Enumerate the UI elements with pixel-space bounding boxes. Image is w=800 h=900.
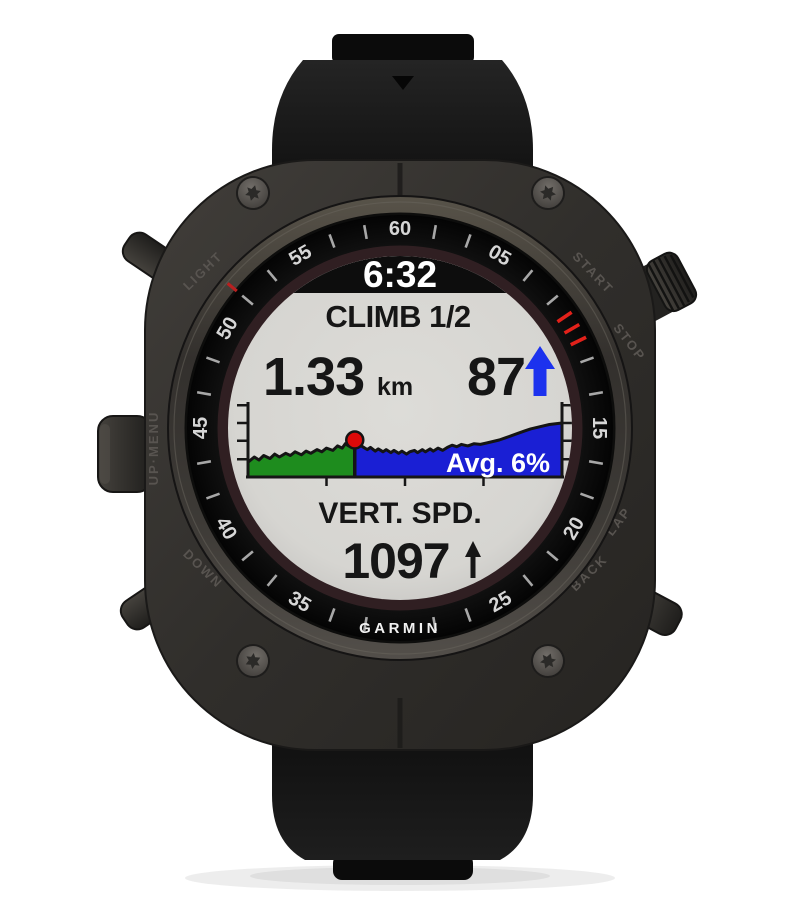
bezel-number-45: 45	[190, 417, 212, 439]
vert-speed-value: 1097	[342, 533, 449, 589]
watch-display[interactable]	[228, 256, 572, 600]
distance-unit: km	[377, 373, 413, 401]
torx-screw	[236, 644, 270, 678]
vert-speed-up-arrow-icon	[465, 541, 481, 578]
current-position-marker	[345, 430, 365, 450]
start-stop-button[interactable]	[622, 249, 700, 326]
vert-speed-label: VERT. SPD.	[318, 497, 481, 530]
crown-knurling	[647, 254, 695, 312]
bezel-red-stripes	[556, 310, 587, 347]
chart-profile-outline	[247, 421, 563, 464]
torx-screw	[236, 176, 270, 210]
solar-ring	[217, 245, 583, 611]
chart-axes	[237, 402, 572, 486]
bezel-number-15: 15	[588, 417, 610, 439]
bezel-number-60: 60	[389, 218, 411, 240]
garmin-logo: GARMIN	[359, 620, 441, 637]
ascent-remaining-value: 87	[467, 347, 525, 407]
up-menu-button[interactable]	[97, 415, 153, 493]
torx-screw	[531, 176, 565, 210]
time: 6:32	[363, 254, 437, 295]
bezel-ticks	[196, 224, 604, 632]
distance-value: 1.33	[263, 347, 364, 407]
strap-notch	[392, 76, 414, 90]
climb-profile-chart: Avg. 6%	[237, 402, 572, 486]
avg-grade-label: Avg. 6%	[446, 448, 550, 478]
lap-red-accent	[226, 282, 238, 293]
ascent-up-arrow-icon	[525, 346, 555, 396]
time-banner	[293, 256, 507, 293]
lug-screws	[236, 176, 565, 678]
engraving-up-menu: UP·MENU	[146, 411, 161, 486]
torx-screw	[531, 644, 565, 678]
climb-title: CLIMB 1/2	[325, 299, 470, 334]
